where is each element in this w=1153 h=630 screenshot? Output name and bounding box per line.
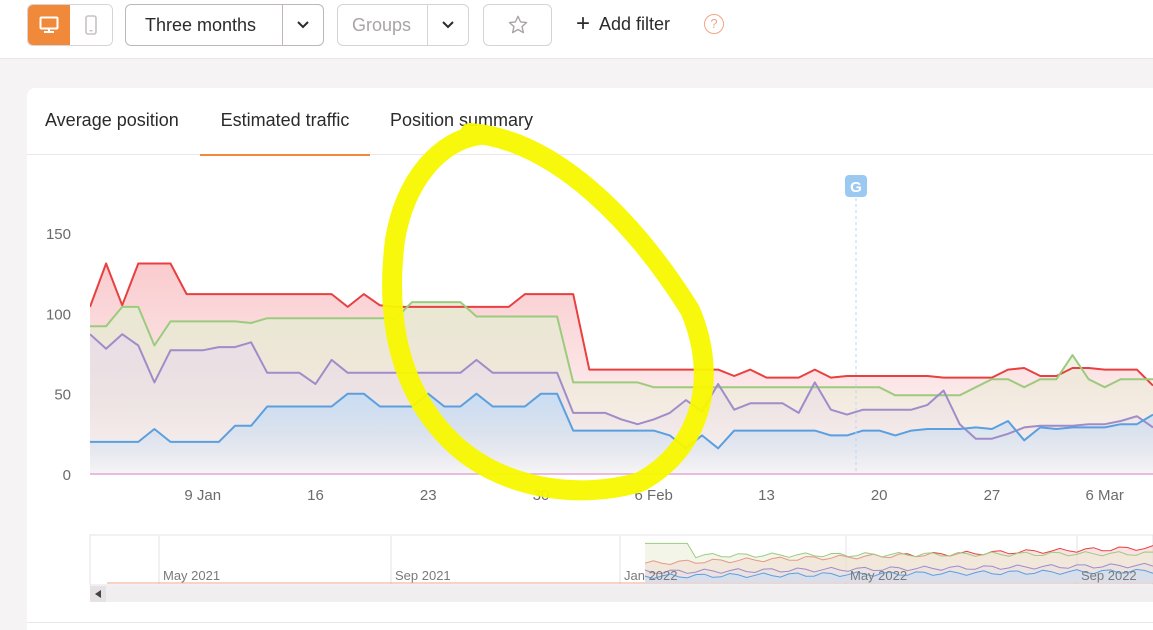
star-icon	[508, 15, 527, 34]
series-area	[90, 393, 1153, 474]
y-axis: 0 50 100 150	[46, 226, 71, 484]
mobile-icon	[85, 15, 97, 35]
favorite-button[interactable]	[483, 4, 552, 46]
groups-select-placeholder: Groups	[352, 15, 412, 35]
highlight-circle	[382, 123, 714, 501]
overview-area	[645, 569, 1153, 583]
help-icon[interactable]: ?	[704, 14, 724, 34]
x-tick-label: 27	[984, 487, 1001, 504]
mobile-device-button[interactable]	[70, 5, 112, 45]
overview-navigator[interactable]: May 2021 Sep 2021 Jan 2022 May 2022 Sep 2022	[89, 534, 1153, 602]
chevron-down-icon	[442, 21, 454, 29]
series-lines	[90, 262, 1153, 450]
overview-tick-label: Sep 2021	[395, 568, 451, 583]
plus-icon: +	[576, 10, 591, 37]
period-select-toggle[interactable]	[282, 5, 323, 45]
x-tick-label: 6 Feb	[635, 487, 673, 504]
tab-position-summary[interactable]: Position summary	[390, 110, 534, 130]
x-tick-label: 16	[307, 487, 324, 504]
tab-average-position[interactable]: Average position	[45, 110, 179, 130]
series-areas	[90, 263, 1153, 474]
overview-series	[644, 542, 1153, 583]
period-select-value: Three months	[145, 15, 257, 35]
highlight-scribble	[382, 123, 714, 501]
y-tick-label: 100	[46, 306, 71, 323]
overview-line	[644, 562, 1153, 575]
device-toggle	[27, 4, 113, 46]
y-tick-label: 50	[54, 387, 71, 404]
x-tick-label: 9 Jan	[184, 487, 221, 504]
groups-select[interactable]: Groups	[337, 4, 469, 46]
overview-tick-label: Sep 2022	[1081, 568, 1137, 583]
overview-tick-label: May 2021	[163, 568, 220, 583]
add-filter-label: Add filter	[599, 13, 671, 34]
chevron-left-icon	[95, 590, 101, 598]
x-axis: 9 Jan 16 23 30 6 Feb 13 20 27 6 Mar	[184, 487, 1123, 504]
x-tick-label: 20	[871, 487, 888, 504]
x-tick-label: 6 Mar	[1086, 487, 1124, 504]
overview-tick-label: Jan 2022	[624, 568, 678, 583]
toolbar: Three months Groups + Add filter ?	[0, 0, 1153, 59]
groups-select-toggle[interactable]	[427, 5, 468, 45]
y-tick-label: 0	[63, 467, 71, 484]
overview-line	[644, 568, 1153, 580]
series-line[interactable]	[90, 301, 1153, 397]
annotation-marker[interactable]: G	[845, 175, 867, 474]
series-line[interactable]	[90, 262, 1153, 387]
annotation-badge[interactable]	[845, 175, 867, 197]
annotation-label: G	[850, 179, 862, 196]
tab-estimated-traffic[interactable]: Estimated traffic	[200, 88, 370, 156]
y-tick-label: 150	[46, 226, 71, 243]
desktop-device-button[interactable]	[28, 5, 70, 45]
overview-scrollbar[interactable]	[90, 586, 1153, 602]
overview-tick-label: May 2022	[850, 568, 907, 583]
period-select[interactable]: Three months	[125, 4, 324, 46]
desktop-icon	[39, 16, 59, 33]
x-tick-label: 13	[758, 487, 775, 504]
series-line[interactable]	[90, 392, 1153, 450]
add-filter-button[interactable]: + Add filter	[576, 4, 670, 44]
overview-line	[645, 542, 1153, 559]
card-divider	[27, 622, 1153, 623]
chevron-down-icon	[297, 21, 309, 29]
x-tick-label: 23	[420, 487, 437, 504]
chart-tabs: Average position Estimated traffic Posit…	[27, 88, 1153, 156]
series-line[interactable]	[90, 333, 1153, 440]
